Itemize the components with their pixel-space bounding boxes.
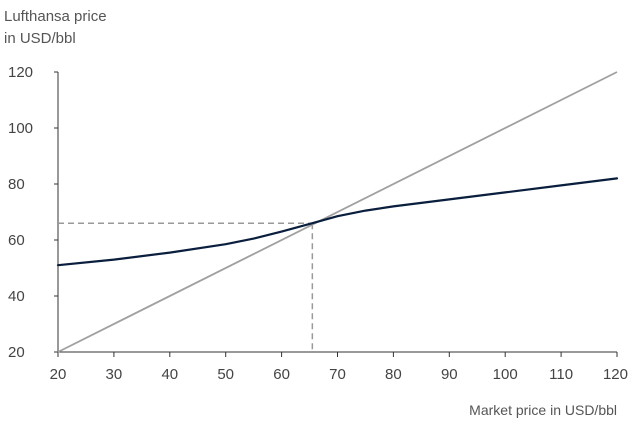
x-tick-label: 110 <box>549 366 573 383</box>
x-tick-label: 70 <box>329 366 346 383</box>
y-tick-label: 120 <box>8 64 33 81</box>
y-tick-label: 80 <box>8 176 25 193</box>
x-tick-label: 120 <box>603 366 628 383</box>
x-tick-label: 100 <box>493 366 518 383</box>
x-tick-label: 20 <box>50 366 67 383</box>
x-tick-label: 30 <box>106 366 123 383</box>
y-axis-title-line-2: in USD/bbl <box>4 30 76 47</box>
parity-line <box>57 71 618 353</box>
y-axis-title-line-1: Lufthansa price <box>4 8 107 25</box>
x-tick-label: 90 <box>441 366 458 383</box>
x-tick-label: 50 <box>217 366 234 383</box>
y-tick-label: 40 <box>8 288 25 305</box>
y-axis-title: Lufthansa price in USD/bbl <box>4 6 107 50</box>
lufthansa-price-line <box>56 177 619 267</box>
x-tick-label: 80 <box>385 366 402 383</box>
y-tick-label: 20 <box>8 344 25 361</box>
y-tick-label: 100 <box>8 120 33 137</box>
x-tick-label: 60 <box>273 366 290 383</box>
y-tick-label: 60 <box>8 232 25 249</box>
x-tick-label: 40 <box>161 366 178 383</box>
x-axis-title: Market price in USD/bbl <box>469 402 617 418</box>
